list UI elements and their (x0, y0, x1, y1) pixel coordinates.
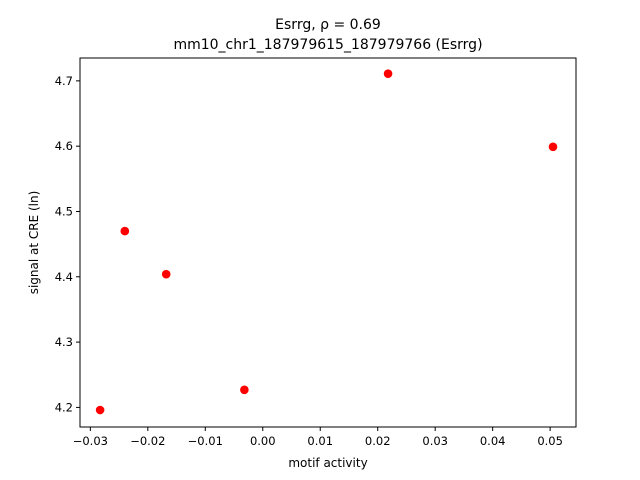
data-point (120, 226, 130, 236)
chart-title-line2: mm10_chr1_187979615_187979766 (Esrrg) (173, 37, 482, 53)
data-point (161, 269, 171, 279)
y-tick-label: 4.7 (55, 74, 73, 88)
axes-frame (79, 57, 577, 428)
y-tick-label: 4.2 (55, 400, 73, 414)
x-tick-label: 0.02 (365, 434, 391, 448)
x-tick-label: 0.00 (250, 434, 276, 448)
y-tick-label: 4.3 (55, 335, 73, 349)
chart-title-line1: Esrrg, ρ = 0.69 (275, 17, 381, 33)
data-points (95, 69, 558, 415)
y-tick-label: 4.4 (55, 270, 73, 284)
data-point (548, 142, 558, 152)
data-point (240, 385, 249, 395)
y-tick-label: 4.5 (55, 204, 73, 218)
y-axis: 4.2 4.3 4.4 4.5 4.6 4.7 (55, 74, 80, 414)
x-tick-label: 0.01 (307, 434, 333, 448)
x-tick-label: 0.04 (480, 434, 506, 448)
x-tick-label: −0.01 (188, 434, 223, 448)
data-point (383, 69, 393, 78)
x-axis-label: motif activity (288, 456, 367, 470)
x-tick-label: −0.03 (73, 434, 108, 448)
x-tick-label: 0.03 (422, 434, 448, 448)
x-tick-label: 0.05 (537, 434, 563, 448)
x-tick-label: −0.02 (130, 434, 165, 448)
x-axis: −0.03 −0.02 −0.01 0.00 0.01 0.02 0.03 0.04 0.05 (73, 427, 563, 448)
data-point (95, 405, 105, 415)
y-axis-label: signal at CRE (ln) (27, 191, 41, 295)
y-tick-label: 4.6 (55, 139, 73, 153)
